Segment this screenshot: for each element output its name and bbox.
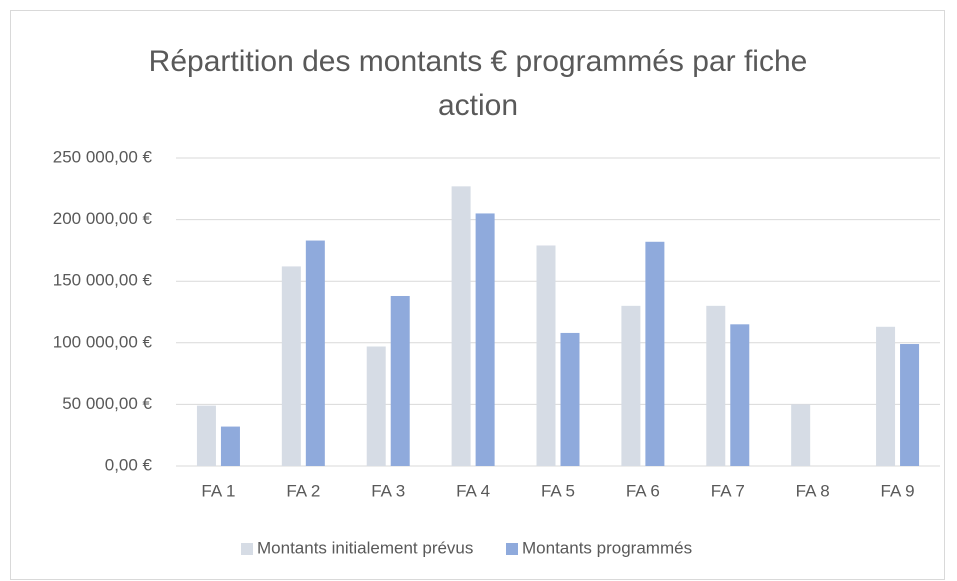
bar (706, 305, 726, 466)
y-tick-label: 250 000,00 € (53, 147, 153, 166)
bar (730, 324, 750, 466)
x-tick-label: FA 7 (711, 481, 745, 500)
bar (305, 240, 325, 466)
y-tick-label: 200 000,00 € (53, 209, 153, 228)
x-tick-label: FA 5 (541, 481, 575, 500)
x-tick-label: FA 9 (881, 481, 915, 500)
x-tick-label: FA 4 (456, 481, 490, 500)
bar (390, 295, 410, 466)
legend-swatch (241, 543, 253, 555)
y-tick-label: 0,00 € (105, 455, 153, 474)
bar (281, 266, 301, 466)
x-tick-label: FA 3 (371, 481, 405, 500)
bar (536, 245, 556, 466)
bar (876, 326, 896, 466)
bar (645, 241, 665, 466)
x-tick-label: FA 2 (286, 481, 320, 500)
bar (791, 404, 811, 466)
x-tick-label: FA 6 (626, 481, 660, 500)
bar (451, 186, 471, 466)
bar (900, 344, 920, 466)
bar (220, 426, 240, 466)
legend-swatch (506, 543, 518, 555)
x-tick-label: FA 1 (201, 481, 235, 500)
bar (196, 405, 216, 466)
legend-label: Montants initialement prévus (257, 538, 473, 557)
bar (366, 346, 386, 466)
chart-title: Répartition des montants € programmés pa… (148, 45, 808, 122)
bar (621, 305, 641, 466)
bar (560, 332, 580, 466)
legend-label: Montants programmés (522, 538, 692, 557)
y-tick-label: 150 000,00 € (53, 271, 153, 290)
y-tick-label: 100 000,00 € (53, 332, 153, 351)
bar (475, 213, 495, 466)
x-tick-label: FA 8 (796, 481, 830, 500)
y-tick-label: 50 000,00 € (62, 394, 152, 413)
